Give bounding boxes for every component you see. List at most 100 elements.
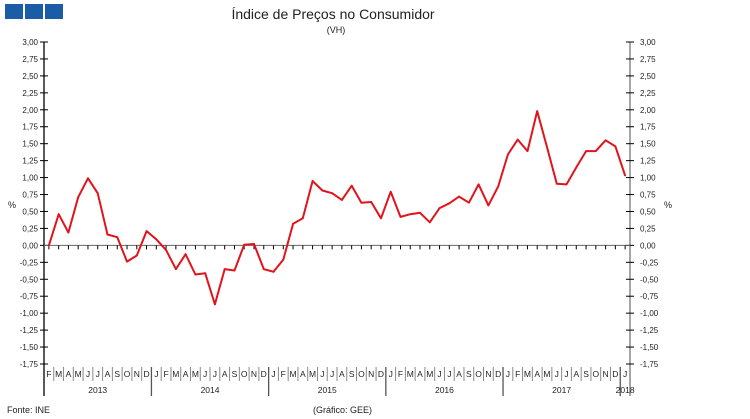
data-point	[184, 253, 187, 256]
data-point	[419, 211, 421, 214]
y-tick-label-right: 1,00	[640, 174, 656, 183]
y-tick-label-left: -1,75	[20, 360, 39, 369]
y-tick-label-left: 2,00	[22, 106, 38, 115]
y-tick-label-right: 1,75	[640, 123, 656, 132]
month-label: J	[320, 369, 324, 379]
month-label: J	[86, 369, 90, 379]
month-label: S	[466, 369, 472, 379]
y-tick-label-left: 0,75	[22, 191, 38, 200]
data-point	[536, 110, 539, 113]
data-point	[331, 192, 334, 195]
month-label: O	[358, 369, 365, 379]
data-point	[165, 249, 167, 252]
year-label: 2018	[616, 385, 635, 395]
year-label: 2013	[88, 385, 107, 395]
y-tick-label-left: -0,75	[20, 292, 39, 301]
y-tick-label-left: 0,50	[22, 207, 38, 216]
month-label: F	[163, 369, 168, 379]
month-label: J	[447, 369, 451, 379]
month-label: A	[573, 369, 579, 379]
logo-square	[5, 4, 23, 19]
y-tick-label-right: 2,75	[640, 55, 656, 64]
data-point	[546, 146, 548, 148]
month-label: J	[389, 369, 393, 379]
data-point	[67, 231, 70, 234]
y-tick-label-left: 2,50	[22, 72, 38, 81]
month-label: D	[378, 369, 384, 379]
month-label: S	[349, 369, 355, 379]
y-tick-label-left: 1,75	[22, 123, 38, 132]
data-point	[380, 217, 382, 220]
y-tick-label-right: 3,00	[640, 38, 656, 47]
data-point	[575, 166, 578, 169]
data-point	[624, 174, 627, 177]
y-tick-label-right: -1,00	[640, 309, 659, 318]
year-label: 2014	[201, 385, 220, 395]
data-point	[57, 213, 60, 216]
y-tick-label-left: 3,00	[22, 38, 38, 47]
source-note: Fonte: INE	[7, 405, 50, 415]
y-tick-label-left: -1,25	[20, 326, 39, 335]
y-tick-label-right: 0,75	[640, 191, 656, 200]
y-tick-label-right: 0,50	[640, 207, 656, 216]
data-point	[106, 233, 109, 236]
data-point	[174, 268, 177, 270]
month-label: M	[55, 369, 62, 379]
y-tick-label-left: 1,00	[22, 174, 38, 183]
y-tick-label-right: -1,75	[640, 360, 659, 369]
month-label: S	[114, 369, 120, 379]
month-label: S	[583, 369, 589, 379]
month-label: A	[534, 369, 540, 379]
y-tick-label-right: 2,00	[640, 106, 656, 115]
month-label: J	[203, 369, 207, 379]
month-label: O	[593, 369, 600, 379]
data-point	[389, 190, 392, 193]
chart-subtitle: (VH)	[327, 25, 346, 35]
y-axis-label-right: %	[664, 200, 672, 210]
logo-square	[25, 4, 43, 19]
month-label: N	[368, 369, 374, 379]
month-label: N	[134, 369, 140, 379]
data-point	[135, 254, 138, 257]
data-point	[262, 268, 265, 270]
month-label: F	[515, 369, 520, 379]
y-tick-label-left: -0,50	[20, 275, 39, 284]
data-point	[360, 201, 363, 204]
month-label: A	[105, 369, 111, 379]
data-point	[555, 182, 558, 185]
month-label: J	[437, 369, 441, 379]
chart-title: Índice de Preços no Consumidor	[231, 6, 434, 22]
data-point	[292, 222, 294, 225]
month-label: A	[417, 369, 423, 379]
month-label: J	[555, 369, 559, 379]
month-label: J	[271, 369, 275, 379]
y-tick-label-right: 1,25	[640, 157, 656, 166]
y-tick-label-left: -1,00	[20, 309, 39, 318]
data-point	[145, 230, 148, 233]
month-label: A	[339, 369, 345, 379]
month-label: J	[154, 369, 158, 379]
month-label: S	[232, 369, 238, 379]
data-point	[194, 273, 197, 276]
y-tick-label-right: -0,75	[640, 292, 659, 301]
data-point	[448, 202, 451, 205]
data-point	[370, 201, 373, 203]
data-point	[487, 204, 490, 207]
month-label: A	[222, 369, 228, 379]
month-label: D	[495, 369, 501, 379]
data-point	[526, 150, 529, 153]
data-point	[565, 183, 568, 186]
y-axis-label-left: %	[8, 200, 16, 210]
data-point	[116, 236, 119, 239]
data-point	[243, 243, 246, 246]
month-label: M	[407, 369, 414, 379]
data-point	[409, 213, 412, 216]
data-point	[516, 138, 519, 141]
data-point	[155, 238, 158, 241]
month-label: M	[75, 369, 82, 379]
data-point	[477, 183, 480, 186]
data-point	[272, 270, 275, 273]
data-point	[321, 189, 324, 192]
month-label: M	[543, 369, 550, 379]
month-label: M	[290, 369, 297, 379]
